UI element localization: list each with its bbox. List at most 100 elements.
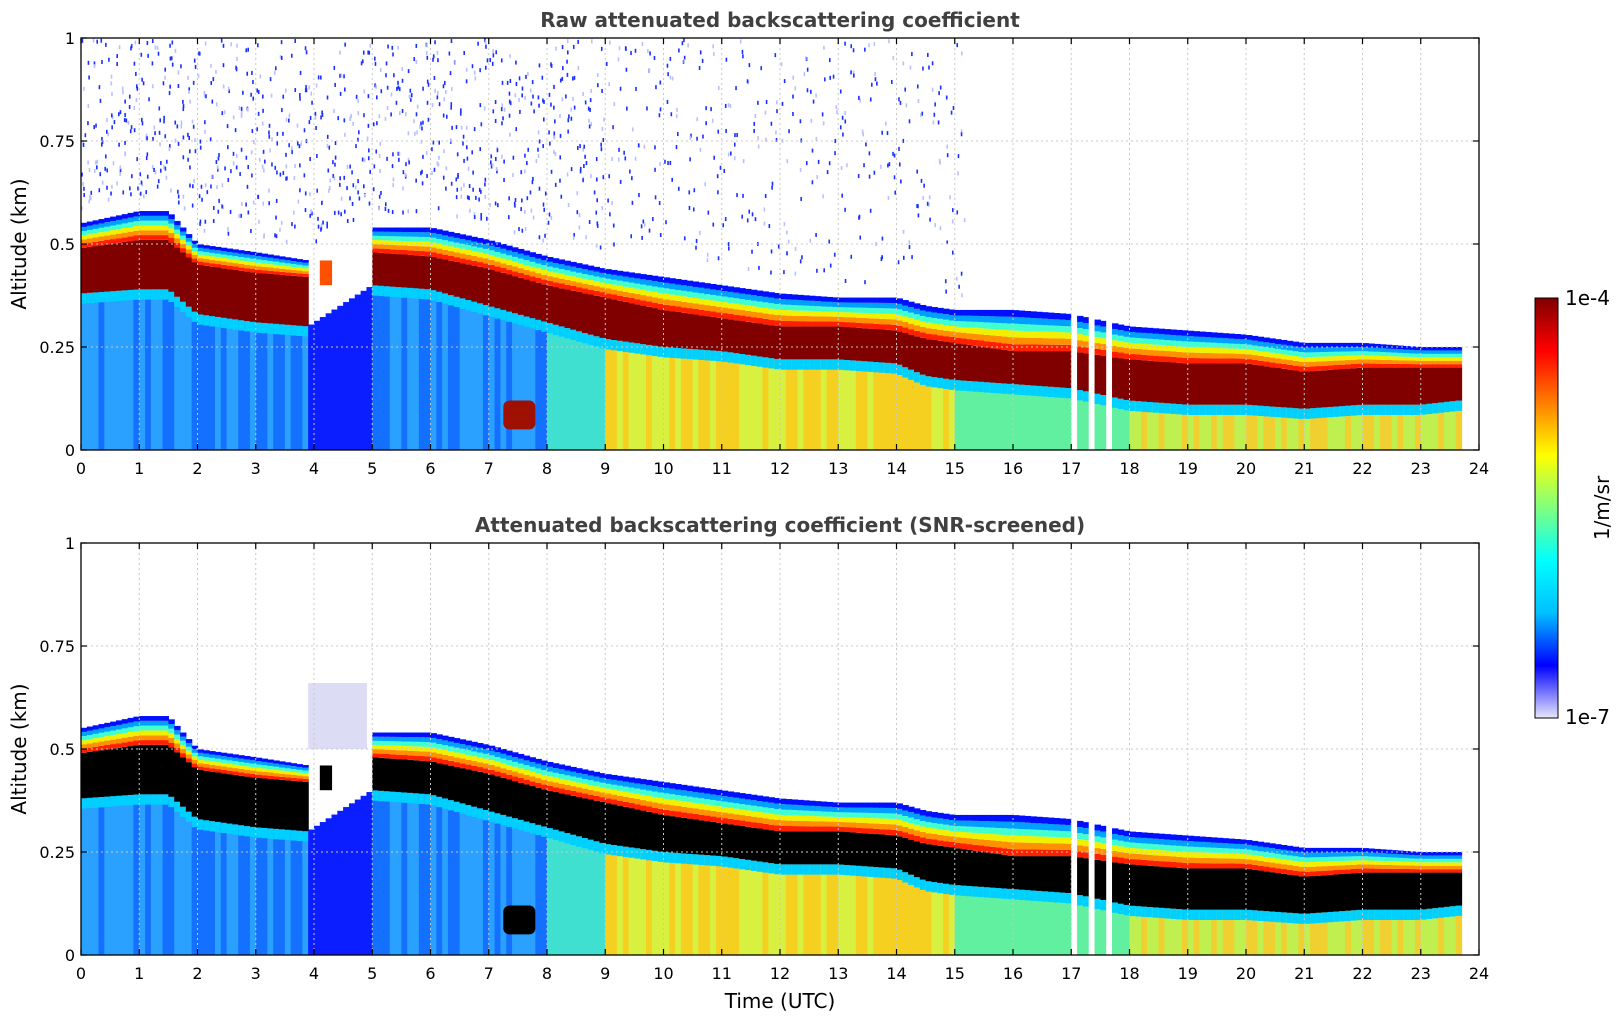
y-tick-label: 0.5 <box>50 740 75 759</box>
heatmap-column <box>1269 843 1276 955</box>
colorbar-gradient <box>1534 297 1559 719</box>
heatmap-column <box>1059 818 1067 955</box>
x-tick-label: 8 <box>542 459 552 478</box>
heatmap-column <box>628 51 635 450</box>
heatmap-column <box>564 39 571 450</box>
heatmap-column <box>523 755 531 955</box>
heatmap-column <box>1414 851 1422 955</box>
heatmap-column <box>1280 844 1288 955</box>
heatmap-column <box>1082 822 1090 955</box>
heatmap-column <box>739 793 746 955</box>
heatmap-column <box>983 814 991 955</box>
heatmap-column <box>715 789 723 955</box>
heatmap-column <box>768 797 775 955</box>
heatmap-column <box>855 95 863 450</box>
y-tick-label: 0.25 <box>39 338 75 357</box>
x-tick-label: 22 <box>1352 459 1372 478</box>
heatmap-column <box>372 56 379 450</box>
heatmap-column <box>576 768 583 955</box>
heatmap-column <box>1397 345 1404 450</box>
heatmap-column <box>348 113 356 450</box>
heatmap-column <box>436 50 443 450</box>
x-tick-label: 11 <box>712 459 732 478</box>
colorbar-label: 1/m/sr <box>1590 475 1614 540</box>
x-tick-label: 20 <box>1236 459 1256 478</box>
heatmap-column <box>1018 310 1026 450</box>
heatmap-column <box>273 760 280 955</box>
colorbar-min-label: 1e-7 <box>1565 705 1610 729</box>
heatmap-column <box>1187 330 1195 450</box>
heatmap-column <box>978 814 985 955</box>
heatmap-column <box>919 809 927 955</box>
heatmap-column <box>809 800 816 955</box>
x-tick-label: 14 <box>886 459 906 478</box>
x-tick-label: 2 <box>192 964 202 983</box>
heatmap-column <box>1444 347 1451 450</box>
x-tick-label: 23 <box>1411 459 1431 478</box>
heatmap-column <box>1350 342 1358 450</box>
heatmap-column <box>879 802 886 955</box>
heatmap-column <box>587 39 595 450</box>
heatmap-column <box>465 740 472 955</box>
heatmap-column <box>1135 832 1142 955</box>
heatmap-column <box>1100 825 1107 955</box>
heatmap-column <box>506 54 513 450</box>
x-tick-label: 24 <box>1469 459 1489 478</box>
x-tick-label: 3 <box>251 964 261 983</box>
heatmap-column <box>1123 325 1131 450</box>
y-axis-label: Altitude (km) <box>7 683 31 814</box>
heatmap-column <box>1409 346 1416 450</box>
heatmap-column <box>156 716 164 955</box>
heatmap-column <box>803 800 810 955</box>
heatmap-column <box>698 787 705 955</box>
heatmap-column <box>692 786 700 955</box>
heatmap-column <box>925 811 933 955</box>
heatmap-column <box>214 751 222 955</box>
x-tick-label: 22 <box>1352 964 1372 983</box>
heatmap-column <box>238 90 245 450</box>
heatmap-column <box>308 85 315 450</box>
heatmap-column <box>360 50 368 450</box>
heatmap-column <box>337 683 344 955</box>
x-tick-label: 21 <box>1294 964 1314 983</box>
x-tick-label: 17 <box>1061 964 1081 983</box>
y-axis-label: Altitude (km) <box>7 178 31 309</box>
heatmap-column <box>1117 324 1125 450</box>
y-tick-label: 0.75 <box>39 637 75 656</box>
heatmap-column <box>273 66 280 450</box>
heatmap-column <box>1065 818 1072 955</box>
heatmap-column <box>616 775 624 955</box>
heatmap-column <box>1286 340 1294 450</box>
heatmap-column <box>1449 347 1457 450</box>
heatmap-column <box>133 716 140 955</box>
heatmap-column <box>395 45 402 450</box>
heatmap-column <box>820 801 828 955</box>
heatmap-column <box>232 754 239 955</box>
heatmap-column <box>908 52 915 450</box>
heatmap-column <box>1199 331 1206 450</box>
heatmap-column <box>1053 313 1061 450</box>
heatmap-column <box>820 45 828 450</box>
heatmap-area <box>81 38 1463 450</box>
heatmap-column <box>902 805 909 955</box>
heatmap-column <box>780 62 787 450</box>
heatmap-column <box>791 799 799 955</box>
heatmap-column <box>646 779 653 955</box>
x-tick-label: 0 <box>76 964 86 983</box>
heatmap-column <box>873 42 880 450</box>
heatmap-column <box>1164 834 1171 955</box>
heatmap-column <box>1414 346 1422 450</box>
heatmap-column <box>180 64 187 450</box>
heatmap-column <box>383 44 391 450</box>
heatmap-column <box>1176 329 1183 450</box>
x-tick-label: 13 <box>828 459 848 478</box>
heatmap-column <box>1047 817 1055 955</box>
heatmap-column <box>581 92 589 450</box>
heatmap-column <box>512 752 519 955</box>
heatmap-column <box>989 309 997 450</box>
heatmap-column <box>1036 311 1043 450</box>
heatmap-column <box>261 94 268 450</box>
heatmap-column <box>1420 347 1428 450</box>
x-tick-label: 23 <box>1411 964 1431 983</box>
heatmap-column <box>1077 820 1084 955</box>
